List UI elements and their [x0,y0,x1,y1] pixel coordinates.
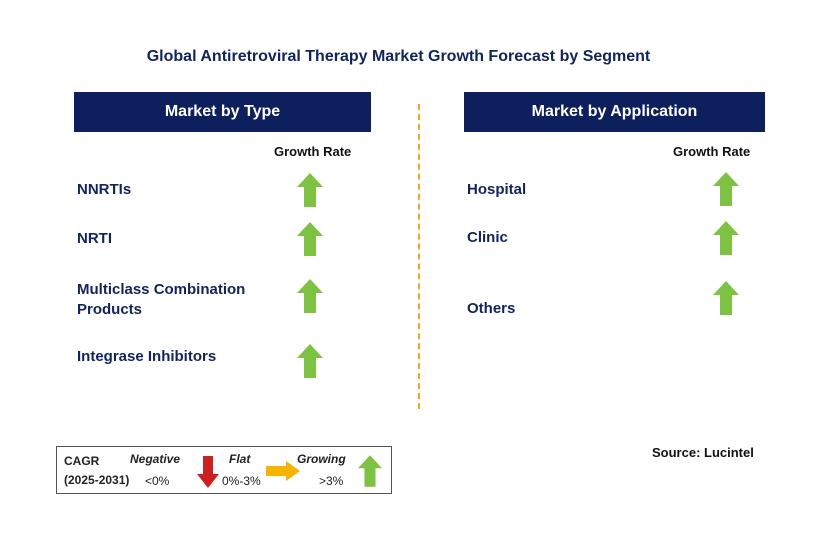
application-item-hospital: Hospital [467,181,527,198]
legend-period-label: (2025-2031) [64,473,130,487]
legend-flat-range: 0%-3% [222,474,261,488]
application-item-clinic: Clinic [467,229,508,246]
up-arrow-icon [297,222,323,256]
up-arrow-icon [713,221,739,255]
up-arrow-icon [297,173,323,207]
panel-divider [418,104,420,409]
up-arrow-icon [297,344,323,378]
application-growth-rate-label: Growth Rate [673,144,751,159]
application-item-others: Others [467,300,516,317]
legend-negative-range: <0% [145,474,170,488]
source-label: Source: Lucintel [652,445,754,460]
up-arrow-icon [713,172,739,206]
legend-growing-range: >3% [319,474,344,488]
chart-title: Global Antiretroviral Therapy Market Gro… [146,48,651,65]
type-item-integrase: Integrase Inhibitors [77,348,217,365]
type-growth-rate-label: Growth Rate [274,144,352,159]
type-panel-header: Market by Type [74,92,371,132]
type-item-multiclass: Multiclass Combination Products [77,281,246,318]
type-item-nrti: NRTI [77,230,112,247]
type-item-nnrtis: NNRTIs [77,181,132,198]
legend-box: CAGR (2025-2031) Negative <0% Flat 0%-3%… [56,446,392,494]
down-arrow-icon [197,456,219,488]
legend-cagr-label: CAGR [64,454,100,468]
up-arrow-icon [297,279,323,313]
legend-flat-label: Flat [229,452,251,466]
up-arrow-icon [713,281,739,315]
legend-growing-label: Growing [297,452,346,466]
right-arrow-icon [266,461,300,481]
application-panel-header: Market by Application [464,92,765,132]
legend-negative-label: Negative [130,452,181,466]
up-arrow-icon [358,455,382,487]
